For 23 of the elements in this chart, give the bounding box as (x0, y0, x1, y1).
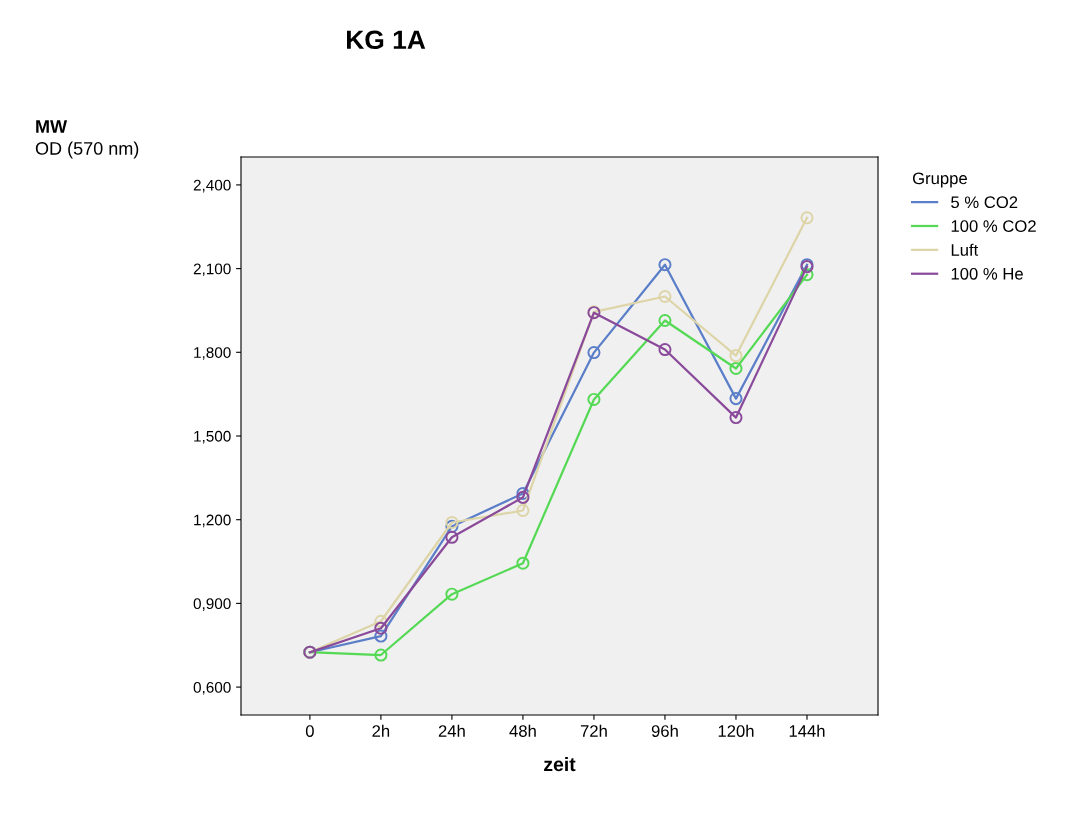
y-tick-label: 1,800 (194, 347, 231, 360)
x-tick-label: 72h (580, 724, 607, 737)
chart-title: KG 1A (347, 30, 426, 50)
x-tick-label: 120h (718, 724, 754, 737)
y-tick-label: 0,600 (193, 681, 231, 695)
x-tick-label: 24h (438, 724, 465, 737)
y-tick-label: 0,900 (193, 598, 231, 611)
legend-label: Luft (951, 243, 979, 256)
y-tick-label: 1,500 (194, 430, 231, 444)
legend-title: Gruppe (912, 172, 967, 188)
y-tick-label: 2,100 (193, 263, 231, 277)
x-tick-label: 96h (651, 724, 678, 737)
legend-label: 100 % CO2 (951, 220, 1036, 232)
x-axis-title: zeit (544, 756, 576, 772)
x-tick-label: 2h (372, 724, 390, 737)
legend-label: 5 % CO2 (951, 196, 1018, 209)
y-axis-title: MW OD (570 nm) (35, 120, 139, 159)
legend-label: 100 % He (951, 267, 1023, 280)
x-tick-label: 48h (509, 724, 536, 737)
x-tick-label: 0 (305, 725, 314, 737)
x-tick-label: 144h (789, 724, 825, 737)
y-tick-label: 2,400 (193, 179, 231, 193)
y-tick-label: 1,200 (194, 514, 231, 528)
